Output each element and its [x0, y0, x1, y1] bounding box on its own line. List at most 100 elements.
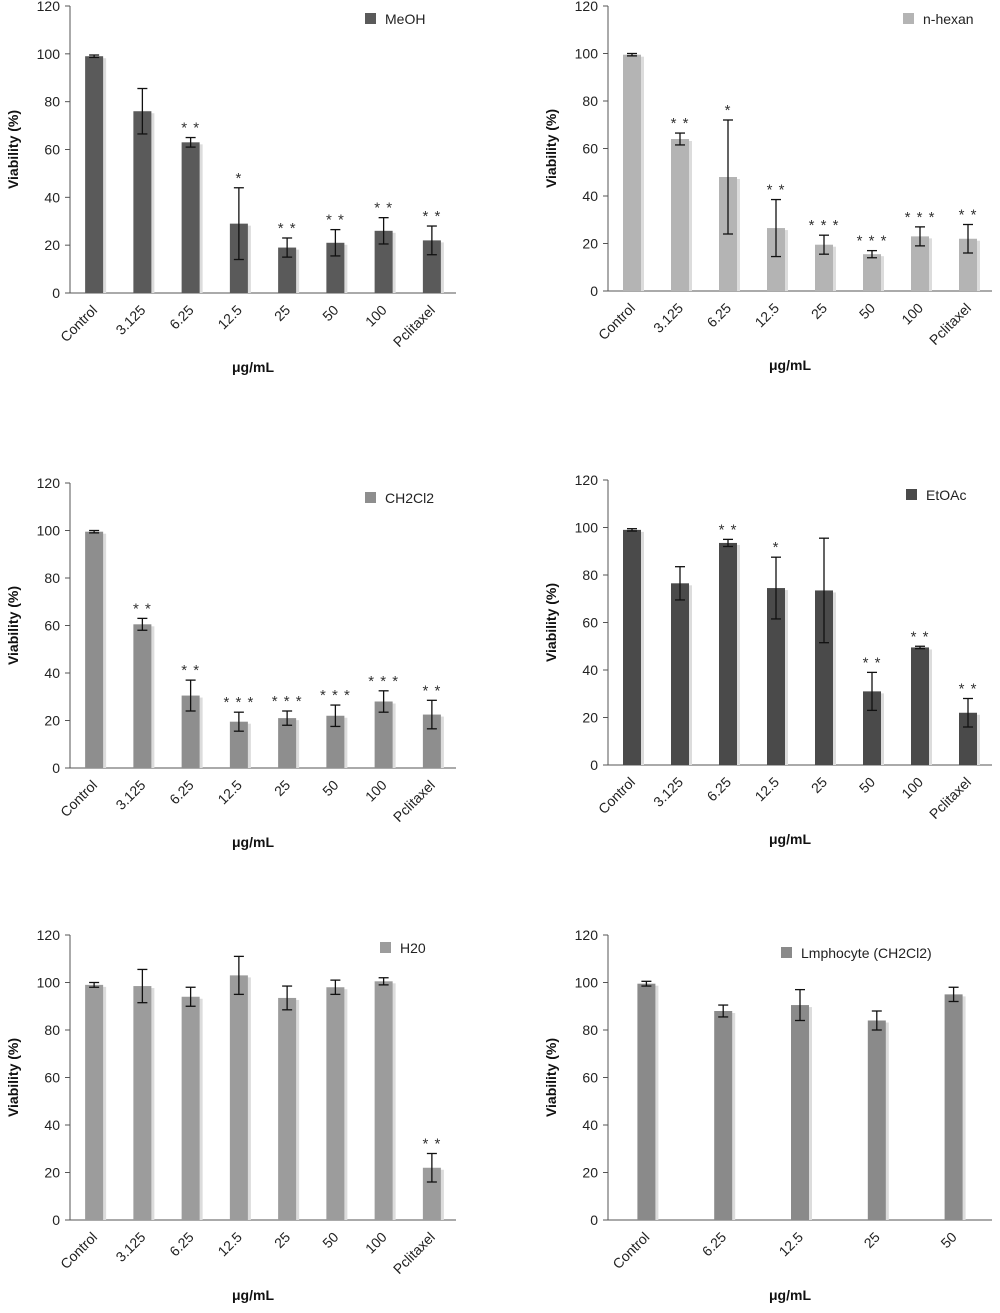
chart-panel-4: 0 20 40 60 80 100 120 Viability (%) μg/mL Control… [543, 472, 992, 847]
x-tick-label: Control [57, 1229, 100, 1272]
y-tick-label: 80 [44, 570, 60, 586]
significance-label: * * * [809, 217, 840, 234]
x-tick-label: 6.25 [699, 1229, 730, 1260]
x-tick-label: Pclitaxel [926, 300, 974, 348]
x-tick-label: 6.25 [166, 302, 197, 333]
legend-swatch [906, 489, 917, 500]
legend-label: MeOH [385, 11, 425, 27]
x-tick-label: 6.25 [166, 1229, 197, 1260]
y-tick-label: 120 [37, 475, 61, 491]
significance-label: * * [181, 662, 200, 679]
y-tick-label: 60 [44, 1070, 60, 1086]
bar-50 [944, 994, 963, 1220]
significance-label: * * [671, 115, 690, 132]
x-tick-label: 6.25 [704, 774, 735, 805]
significance-label: * [235, 170, 242, 187]
y-tick-label: 100 [37, 46, 61, 62]
bar-100 [374, 701, 393, 768]
legend-swatch [903, 13, 914, 24]
x-tick-label: Pclitaxel [390, 302, 438, 350]
significance-label: * [725, 102, 732, 119]
y-tick-label: 80 [582, 1022, 598, 1038]
x-tick-label: 100 [362, 1229, 390, 1257]
legend-label: EtOAc [926, 487, 966, 503]
significance-label: * * [422, 1136, 441, 1153]
chart-panel-6: 0 20 40 60 80 100 120 Viability (%) μg/mL Control… [543, 927, 992, 1303]
y-tick-label: 100 [575, 975, 599, 991]
x-tick-label: Control [595, 774, 638, 817]
x-tick-label: 100 [362, 302, 390, 330]
significance-label: * [773, 539, 780, 556]
y-tick-label: 20 [44, 713, 60, 729]
y-tick-label: 120 [37, 927, 61, 943]
y-tick-label: 100 [37, 975, 61, 991]
y-tick-label: 60 [582, 1070, 598, 1086]
x-axis-title: μg/mL [769, 357, 811, 373]
significance-label: * * [278, 220, 297, 237]
y-tick-label: 20 [582, 1165, 598, 1181]
bar-6.25 [719, 542, 737, 765]
bar-Control [623, 54, 641, 291]
bar-25 [815, 244, 833, 291]
bar-50 [326, 715, 345, 768]
x-tick-label: Pclitaxel [390, 777, 438, 825]
legend-label: CH2Cl2 [385, 490, 434, 506]
bar-100 [911, 647, 929, 765]
bar-Control [85, 56, 104, 293]
bar-6.25 [181, 996, 200, 1220]
x-tick-label: 25 [271, 777, 293, 799]
x-axis-title: μg/mL [232, 359, 274, 375]
bar-50 [863, 254, 881, 291]
y-tick-label: 40 [44, 189, 60, 205]
y-tick-label: 40 [582, 662, 598, 678]
y-tick-label: 20 [44, 1165, 60, 1181]
x-tick-label: Pclitaxel [926, 774, 974, 822]
y-tick-label: 40 [44, 665, 60, 681]
y-tick-label: 20 [44, 237, 60, 253]
chart-panel-5: 0 20 40 60 80 100 120 Viability (%) μg/mL Control… [5, 927, 456, 1303]
significance-label: * * [374, 200, 393, 217]
chart-panel-1: 0 20 40 60 80 100 120 Viability (%) μg/mL Control… [5, 0, 456, 375]
x-tick-label: 3.125 [112, 777, 148, 813]
bar-6.25 [181, 695, 200, 768]
chart-panel-2: 0 20 40 60 80 100 120 Viability (%) μg/mL Control… [543, 0, 992, 373]
y-tick-label: 0 [52, 1212, 60, 1228]
x-tick-label: Control [57, 302, 100, 345]
y-tick-label: 40 [44, 1117, 60, 1133]
x-tick-label: 25 [271, 302, 293, 324]
x-tick-label: 6.25 [166, 777, 197, 808]
x-tick-label: 3.125 [650, 300, 686, 336]
bar-100 [911, 236, 929, 291]
y-tick-label: 100 [575, 520, 599, 536]
bar-12.5 [767, 228, 785, 291]
significance-label: * * [767, 182, 786, 199]
x-tick-label: 12.5 [752, 774, 783, 805]
x-tick-label: 12.5 [214, 302, 245, 333]
significance-label: * * [863, 654, 882, 671]
legend-label: Lmphocyte (CH2Cl2) [801, 945, 932, 961]
legend-swatch [365, 492, 376, 503]
significance-label: * * [181, 120, 200, 137]
x-axis-title: μg/mL [769, 831, 811, 847]
y-tick-label: 0 [590, 757, 598, 773]
bar-25 [867, 1020, 886, 1220]
bar-Pclitaxel [422, 714, 441, 768]
bar-Control [85, 531, 104, 768]
x-tick-label: Control [609, 1229, 652, 1272]
bar-25 [278, 997, 297, 1220]
y-axis-title: Viability (%) [543, 1038, 559, 1117]
bar-12.5 [767, 588, 785, 765]
significance-label: * * * [223, 694, 254, 711]
y-tick-label: 0 [590, 283, 598, 299]
chart-panel-3: 0 20 40 60 80 100 120 Viability (%) μg/mL Control… [5, 475, 456, 850]
bar-Control [85, 984, 104, 1220]
x-tick-label: 6.25 [704, 300, 735, 331]
significance-label: * * * [272, 693, 303, 710]
x-axis-title: μg/mL [232, 834, 274, 850]
significance-label: * * [719, 521, 738, 538]
bar-3.125 [671, 583, 689, 765]
bar-100 [374, 230, 393, 293]
x-axis-title: μg/mL [769, 1287, 811, 1303]
bar-6.25 [181, 142, 200, 293]
